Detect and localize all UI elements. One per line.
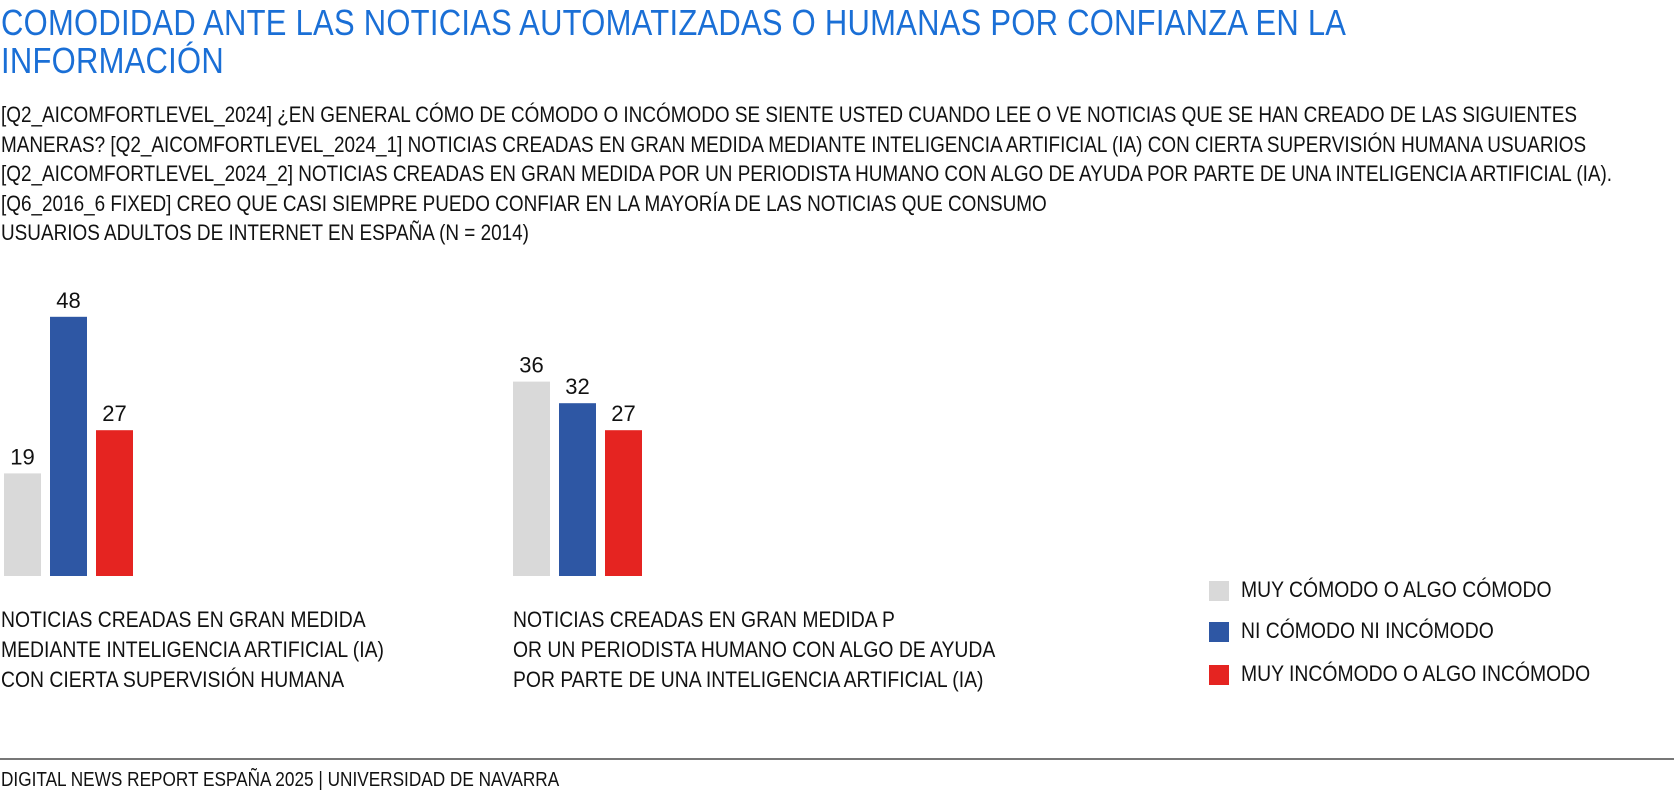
data-label-comodo-group-1: 19 — [10, 444, 34, 469]
category-1-line-1: NOTICIAS CREADAS EN GRAN MEDIDA — [1, 607, 366, 632]
bar-comodo-group-2 — [513, 381, 550, 576]
bar-incomodo-group-1 — [96, 430, 133, 576]
legend-swatch-neutral — [1209, 622, 1229, 642]
bar-incomodo-group-2 — [605, 430, 642, 576]
category-label-2: NOTICIAS CREADAS EN GRAN MEDIDA P OR UN … — [513, 605, 995, 695]
footer-source: DIGITAL NEWS REPORT ESPAÑA 2025 | UNIVER… — [1, 769, 560, 791]
subtitle-line-1: [Q2_AICOMFORTLEVEL_2024] ¿EN GENERAL CÓM… — [1, 102, 1577, 127]
chart-title-line-2: INFORMACIÓN — [1, 40, 224, 81]
category-label-1: NOTICIAS CREADAS EN GRAN MEDIDA MEDIANTE… — [1, 605, 384, 695]
category-2-line-3: POR PARTE DE UNA INTELIGENCIA ARTIFICIAL… — [513, 667, 984, 692]
category-2-line-2: OR UN PERIODISTA HUMANO CON ALGO DE AYUD… — [513, 637, 996, 662]
subtitle-line-4: [Q6_2016_6 FIXED] CREO QUE CASI SIEMPRE … — [1, 190, 1047, 216]
bar-neutral-group-1 — [50, 316, 87, 576]
legend-swatch-incomodo — [1209, 665, 1229, 685]
subtitle-line-5: USUARIOS ADULTOS DE INTERNET EN ESPAÑA (… — [1, 220, 529, 245]
bar-comodo-group-1 — [4, 473, 41, 576]
subtitle-line-3: [Q2_AICOMFORTLEVEL_2024_2] NOTICIAS CREA… — [1, 161, 1613, 186]
legend-label-comodo: MUY CÓMODO O ALGO CÓMODO — [1241, 577, 1552, 602]
subtitle-line-2: MANERAS? [Q2_AICOMFORTLEVEL_2024_1] NOTI… — [1, 131, 1587, 157]
category-1-line-3: CON CIERTA SUPERVISIÓN HUMANA — [1, 667, 345, 692]
chart-title: COMODIDAD ANTE LAS NOTICIAS AUTOMATIZADA… — [1, 4, 1635, 80]
chart-subtitle: [Q2_AICOMFORTLEVEL_2024] ¿EN GENERAL CÓM… — [1, 100, 1635, 248]
data-label-incomodo-group-1: 27 — [102, 401, 126, 426]
legend-label-neutral: NI CÓMODO NI INCÓMODO — [1241, 618, 1494, 643]
data-label-neutral-group-2: 32 — [565, 374, 589, 399]
category-2-line-1: NOTICIAS CREADAS EN GRAN MEDIDA P — [513, 607, 895, 632]
bar-neutral-group-2 — [559, 403, 596, 576]
data-label-neutral-group-1: 48 — [56, 288, 80, 313]
chart-title-line-1: COMODIDAD ANTE LAS NOTICIAS AUTOMATIZADA… — [1, 2, 1347, 43]
legend-label-incomodo: MUY INCÓMODO O ALGO INCÓMODO — [1241, 661, 1591, 686]
data-label-comodo-group-2: 36 — [519, 353, 543, 378]
category-1-line-2: MEDIANTE INTELIGENCIA ARTIFICIAL (IA) — [1, 637, 384, 662]
legend-swatch-comodo — [1209, 581, 1229, 601]
footer-divider — [0, 758, 1674, 760]
data-label-incomodo-group-2: 27 — [611, 401, 635, 426]
